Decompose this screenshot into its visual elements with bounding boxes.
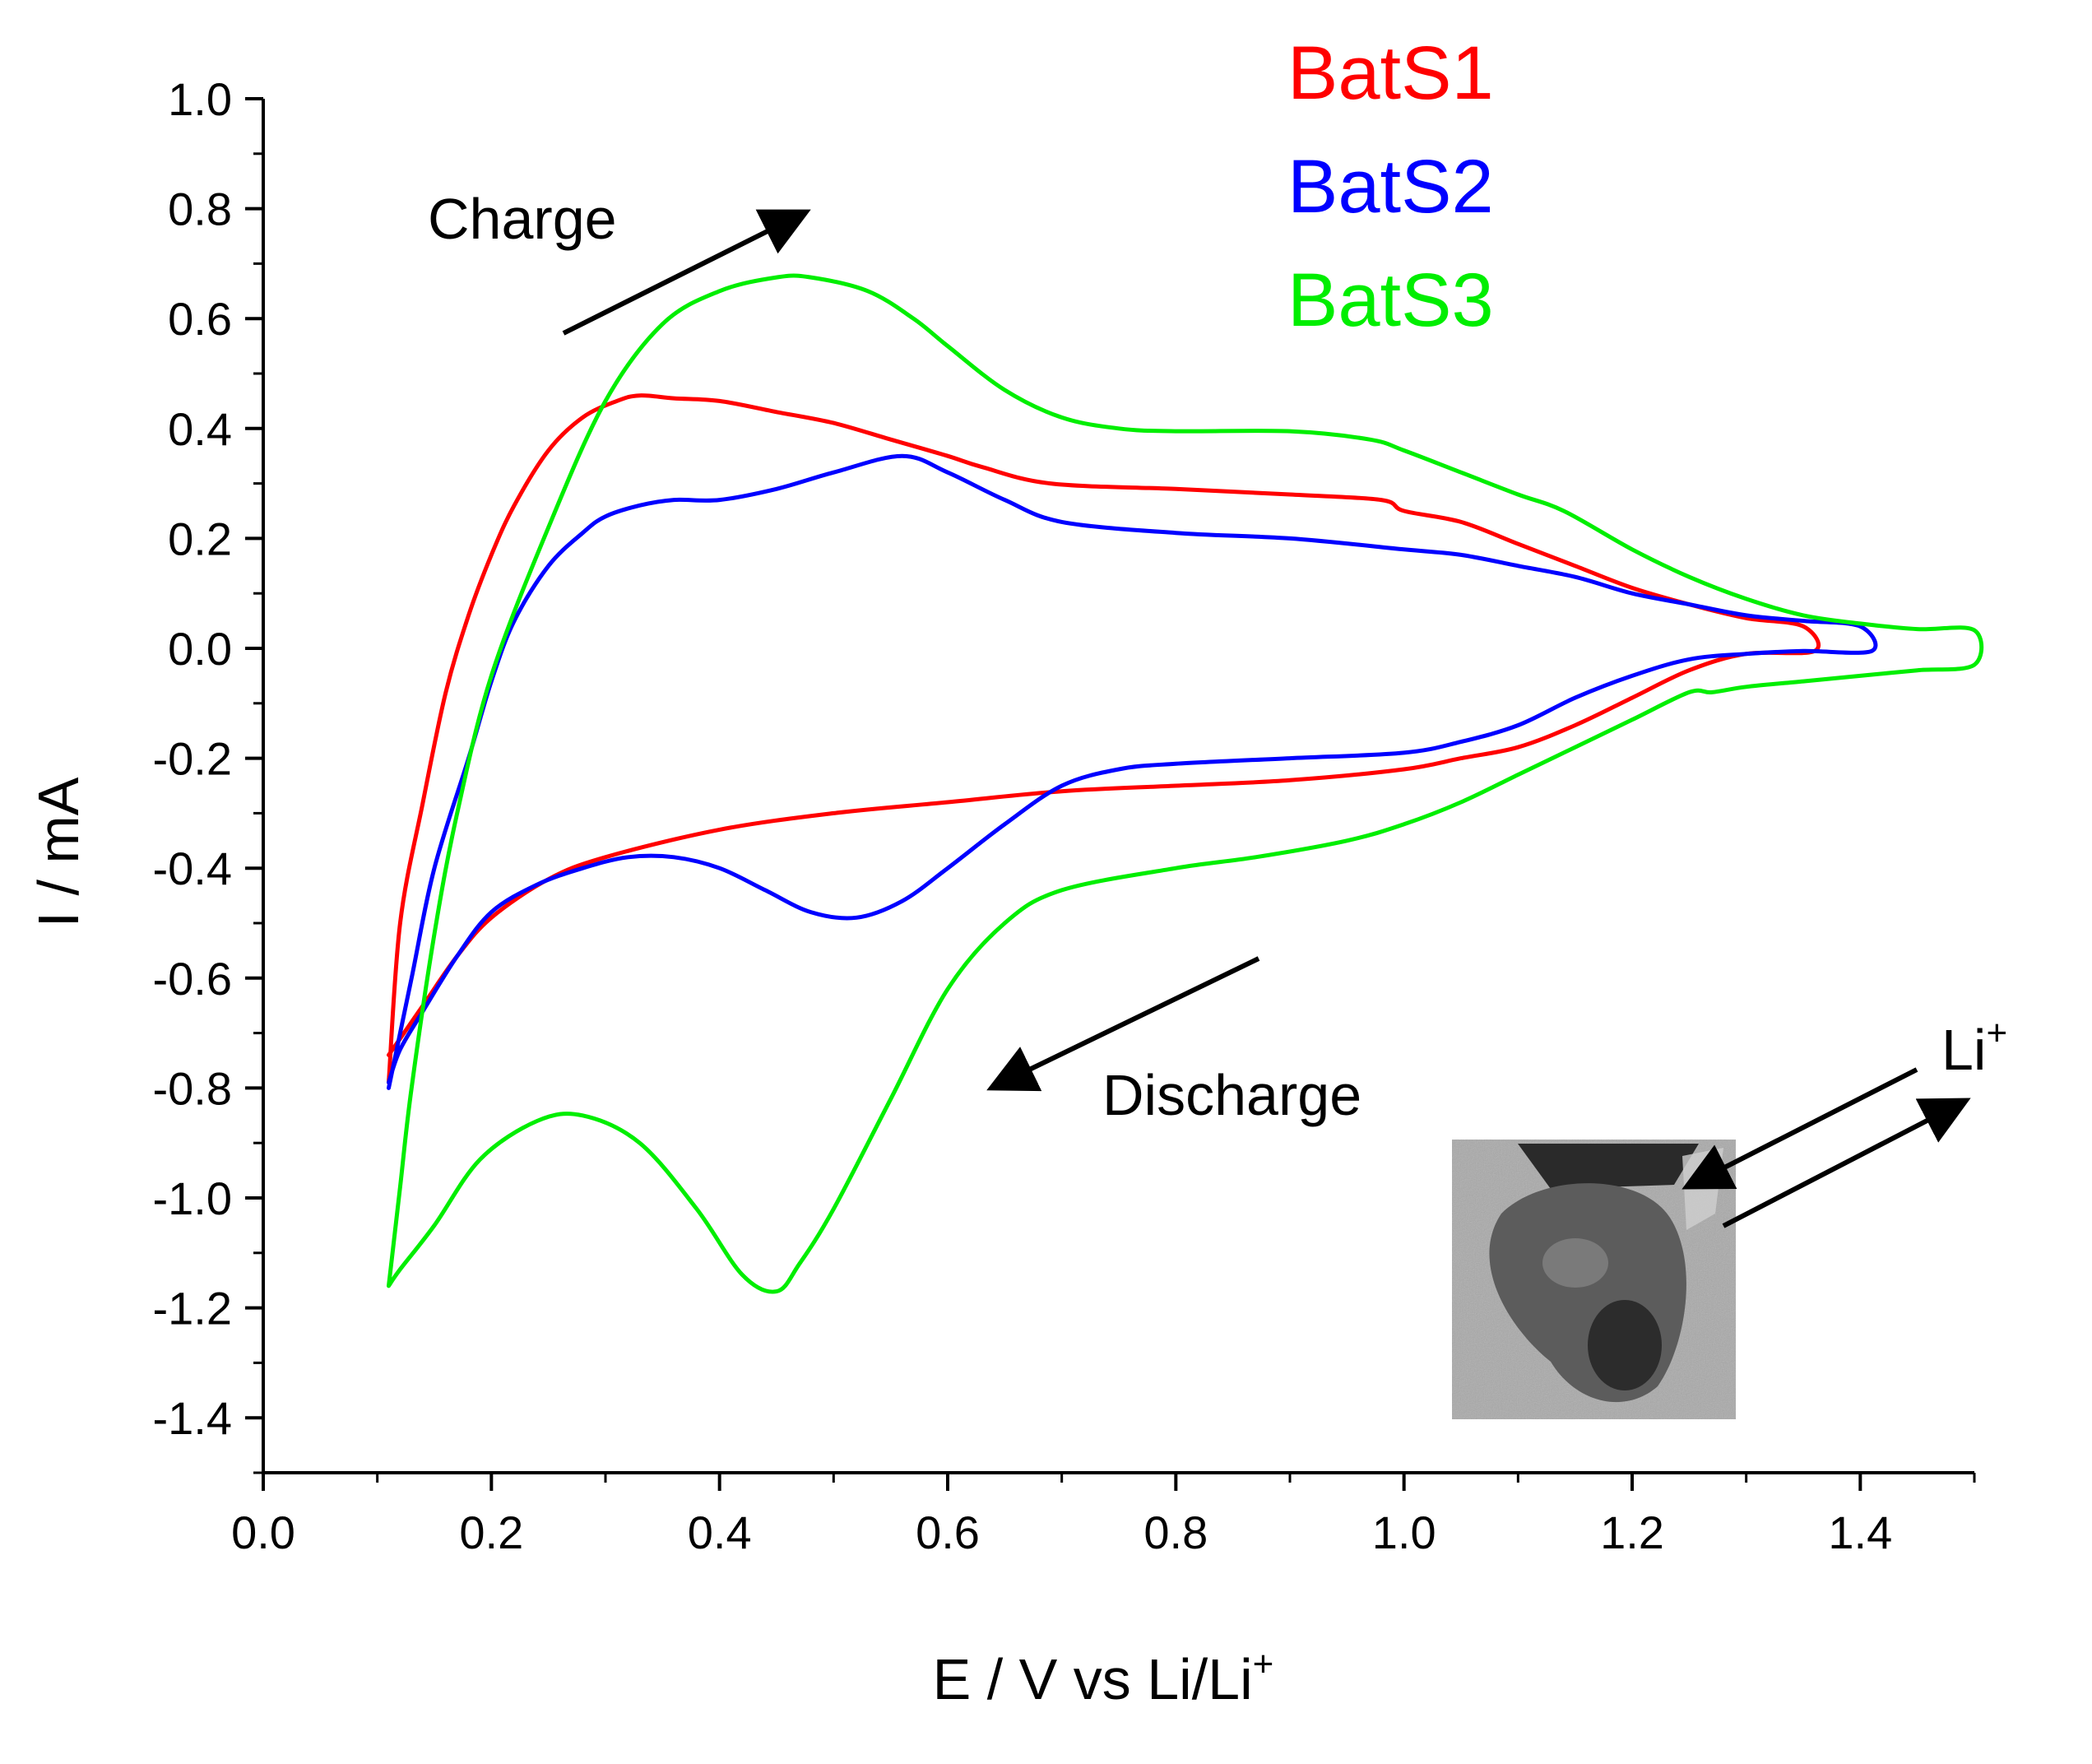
y-tick-label: -0.8 xyxy=(153,1062,233,1114)
y-tick-label: -1.4 xyxy=(153,1392,233,1444)
y-tick-label: -0.6 xyxy=(153,953,233,1005)
x-tick-label: 0.0 xyxy=(231,1506,295,1558)
x-tick-label: 0.6 xyxy=(916,1506,980,1558)
y-tick-label: 0.0 xyxy=(168,623,232,675)
y-tick-label: -0.2 xyxy=(153,733,233,785)
li-ion-label-superscript: + xyxy=(1986,1013,2007,1053)
x-tick-label: 1.2 xyxy=(1600,1506,1664,1558)
particle-dark-core xyxy=(1588,1300,1662,1390)
y-tick-label: 0.4 xyxy=(168,403,232,455)
x-tick-label: 0.2 xyxy=(459,1506,523,1558)
y-tick-label: 1.0 xyxy=(168,73,232,125)
legend-entry-bats3: BatS3 xyxy=(1287,258,1494,342)
x-tick-label: 0.8 xyxy=(1143,1506,1208,1558)
series-line-bats2 xyxy=(387,453,1878,1090)
discharge-arrow xyxy=(986,956,1260,1092)
charge-arrow xyxy=(562,209,811,336)
particle-light-region xyxy=(1542,1238,1608,1288)
li-ion-in-arrow xyxy=(1681,1067,1918,1190)
charge-label: Charge xyxy=(428,187,617,251)
x-axis-title-main: E / V vs Li/Li xyxy=(933,1647,1253,1711)
series-line-bats1 xyxy=(387,393,1821,1085)
y-tick-label: 0.2 xyxy=(168,513,232,564)
li-ion-label: Li+ xyxy=(1941,1013,2007,1082)
legend-entry-bats1: BatS1 xyxy=(1287,31,1494,115)
li-ion-label-main: Li xyxy=(1941,1018,1986,1082)
x-axis-title-superscript: + xyxy=(1253,1644,1274,1684)
li-ion-out-arrow xyxy=(1722,1098,1971,1228)
x-tick-label: 1.4 xyxy=(1828,1506,1892,1558)
tick-labels: 1.0 0.8 0.6 0.4 0.2 0.0 -0.2 -0.4 -0.6 -0.8 -1.0 -1… xyxy=(153,73,1893,1558)
series-line-bats3 xyxy=(387,273,1984,1294)
y-tick-label: -1.2 xyxy=(153,1283,233,1335)
y-tick-label: -0.4 xyxy=(153,843,233,894)
tick-marks xyxy=(245,97,1976,1491)
annotations: Charge Discharge Li+ xyxy=(428,187,2007,1228)
y-tick-label: 0.6 xyxy=(168,293,232,345)
legend: BatS1 BatS2 BatS3 xyxy=(1287,31,1494,342)
x-tick-label: 1.0 xyxy=(1372,1506,1436,1558)
axes xyxy=(262,99,1974,1474)
x-tick-label: 0.4 xyxy=(688,1506,752,1558)
y-axis-title: I / mA xyxy=(26,777,90,927)
legend-entry-bats2: BatS2 xyxy=(1287,145,1494,229)
y-tick-label: 0.8 xyxy=(168,183,232,235)
discharge-label: Discharge xyxy=(1102,1063,1361,1127)
x-axis-title: E / V vs Li/Li+ xyxy=(933,1644,1274,1711)
particle-dark-top xyxy=(1518,1144,1699,1189)
y-tick-label: -1.0 xyxy=(153,1172,233,1224)
plot-area xyxy=(387,273,1984,1294)
